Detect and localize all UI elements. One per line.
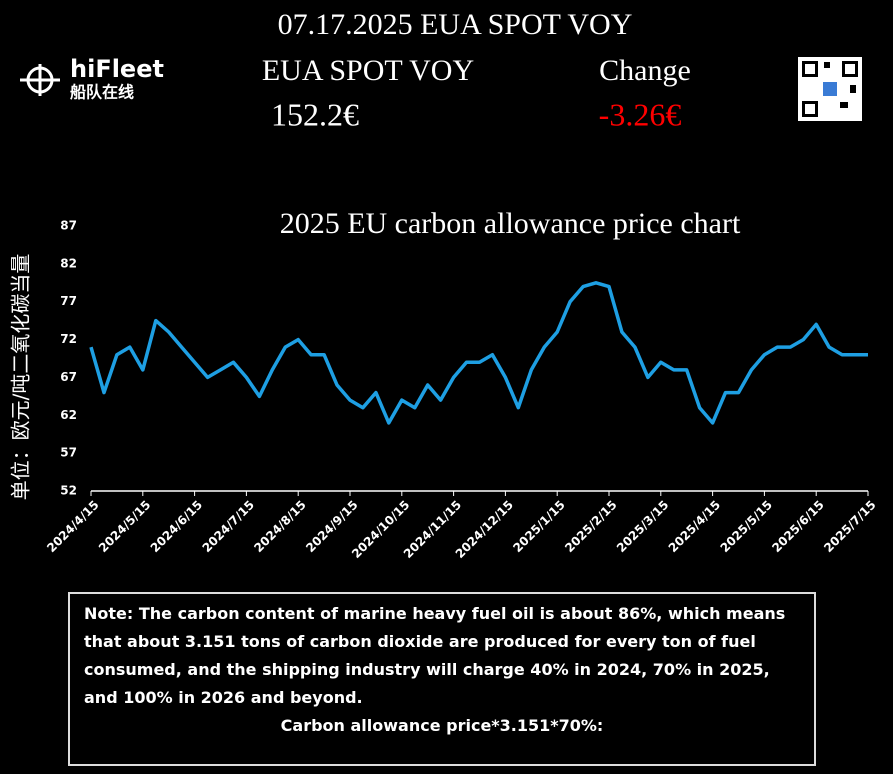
x-tick-label: 2024/5/15 — [96, 498, 153, 555]
note: Note: The carbon content of marine heavy… — [68, 592, 816, 766]
x-tick-label: 2024/8/15 — [251, 498, 308, 555]
y-tick-label: 87 — [60, 219, 77, 233]
x-tick-label: 2025/6/15 — [769, 498, 826, 555]
header-title: 07.17.2025 EUA SPOT VOY — [278, 8, 633, 41]
chart: 07.17.2025 EUA SPOT VOY hiFleet 船队在线 EUA… — [9, 8, 879, 561]
price-line — [89, 281, 868, 425]
y-axis-label: 单位：欧元/吨二氧化碳当量 — [9, 254, 33, 501]
brand-cn: 船队在线 — [70, 83, 134, 102]
y-tick-label: 67 — [60, 370, 77, 384]
y-tick-label: 82 — [60, 256, 77, 270]
x-tick-label: 2024/9/15 — [303, 498, 360, 555]
change: -3.26€ — [599, 96, 682, 132]
x-tick-label: 2025/2/15 — [562, 498, 619, 555]
x-tick-label: 2024/6/15 — [148, 498, 205, 555]
note-formula: Carbon allowance price*3.151*70%: — [280, 716, 604, 735]
y-tick-label: 57 — [60, 446, 77, 460]
y-tick-label: 77 — [60, 294, 77, 308]
x-tick-label: 2024/7/15 — [200, 498, 257, 555]
price-label: EUA SPOT VOY — [262, 54, 474, 87]
logo-icon — [20, 64, 60, 96]
price: 152.2€ — [271, 96, 359, 132]
x-tick-label: 2025/5/15 — [718, 498, 775, 555]
y-tick-label: 62 — [60, 408, 77, 422]
x-tick-label: 2025/4/15 — [666, 498, 723, 555]
change-label: Change — [599, 54, 691, 87]
y-tick-label: 72 — [60, 332, 77, 346]
x-tick-label: 2025/3/15 — [614, 498, 671, 555]
x-tick-label: 2025/1/15 — [510, 498, 567, 555]
chart-title: 2025 EU carbon allowance price chart — [280, 207, 741, 240]
y-tick-label: 52 — [60, 484, 77, 498]
x-tick-label: 2024/4/15 — [44, 498, 101, 555]
note-text: Note: The carbon content of marine heavy… — [84, 604, 786, 707]
qr-code — [798, 57, 862, 121]
brand: hiFleet — [70, 55, 164, 83]
x-tick-label: 2025/7/15 — [821, 498, 878, 555]
